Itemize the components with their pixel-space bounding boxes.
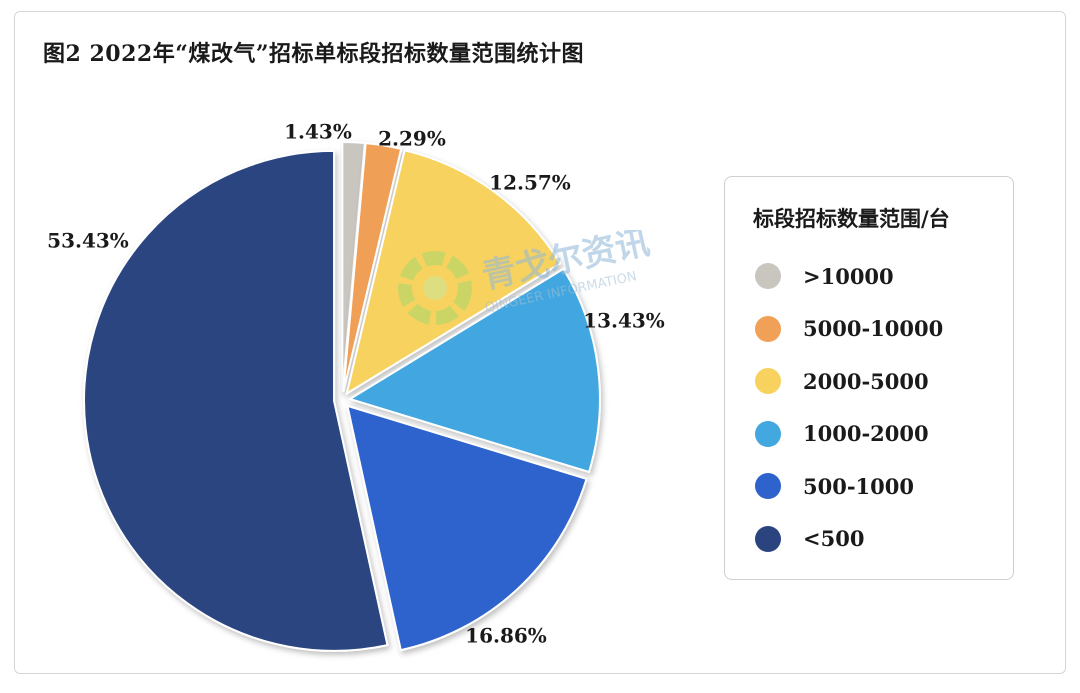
- data-label: 2.29%: [378, 127, 446, 151]
- legend-item: 500-1000: [755, 471, 914, 501]
- legend-swatch: [755, 473, 781, 499]
- data-label: 1.43%: [284, 120, 352, 144]
- pie-slice: [83, 149, 389, 652]
- legend-item: <500: [755, 524, 864, 554]
- legend-item: 5000-10000: [755, 314, 943, 344]
- legend-label: >10000: [803, 263, 894, 289]
- watermark-logo: 青戈尔资讯 QINGEER INFORMATION: [398, 230, 653, 325]
- pie-slice: [347, 267, 601, 474]
- data-label: 12.57%: [489, 171, 571, 195]
- legend-label: 5000-10000: [803, 316, 944, 341]
- legend-item: 1000-2000: [755, 419, 929, 449]
- chart-title: 图2 2022年“煤改气”招标单标段招标数量范围统计图: [43, 41, 585, 67]
- data-label: 53.43%: [47, 229, 129, 253]
- pie-slice: [342, 142, 403, 393]
- legend-item: 2000-5000: [755, 366, 929, 396]
- watermark-icon: [398, 251, 472, 325]
- legend-label: 2000-5000: [803, 368, 929, 394]
- legend-item: >10000: [755, 261, 894, 291]
- legend-label: 1000-2000: [803, 421, 929, 446]
- legend-label: 500-1000: [803, 473, 914, 499]
- pie-slice: [346, 404, 588, 652]
- data-label: 16.86%: [465, 624, 547, 648]
- legend-label: <500: [803, 526, 865, 551]
- legend: 标段招标数量范围/台 >10000 5000-10000 2000-5000 1000…: [724, 176, 1014, 580]
- data-label: 13.43%: [583, 309, 665, 333]
- legend-swatch: [755, 525, 781, 552]
- legend-swatch: [755, 420, 781, 447]
- legend-swatch: [755, 263, 781, 289]
- legend-title: 标段招标数量范围/台: [753, 206, 950, 231]
- legend-swatch: [755, 315, 781, 342]
- legend-swatch: [755, 368, 781, 394]
